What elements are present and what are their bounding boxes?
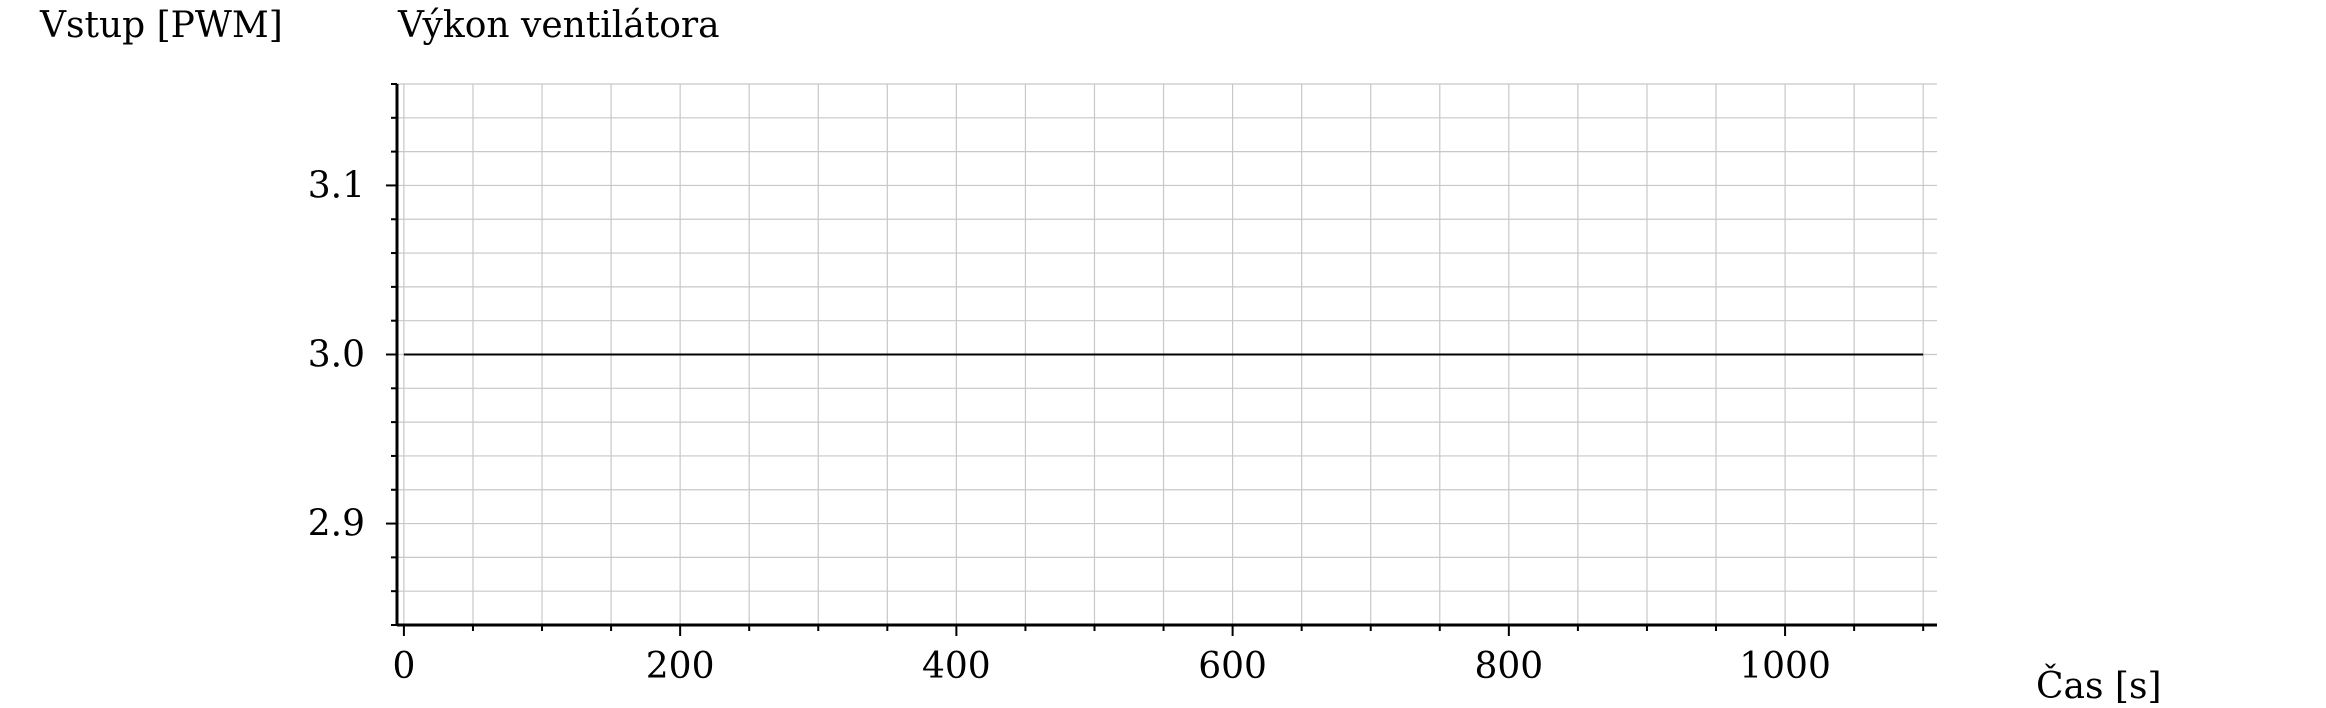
y-tick-label: 3.1	[308, 165, 365, 206]
ticks: 0 200 400 600 800 1000 2.9 3.0 3.1	[308, 83, 1925, 687]
x-tick-label: 200	[646, 646, 715, 687]
y-tick-label: 2.9	[308, 504, 365, 545]
x-tick-label: 800	[1474, 646, 1543, 687]
x-tick-label: 0	[392, 646, 415, 687]
x-tick-label: 1000	[1739, 646, 1831, 687]
y-axis-label: Vstup [PWM]	[39, 5, 283, 46]
x-axis-label: Čas [s]	[2036, 665, 2162, 707]
x-tick-label: 400	[922, 646, 991, 687]
x-tick-label: 600	[1198, 646, 1267, 687]
chart-title: Výkon ventilátora	[397, 5, 720, 46]
y-tick-label: 3.0	[308, 335, 365, 376]
